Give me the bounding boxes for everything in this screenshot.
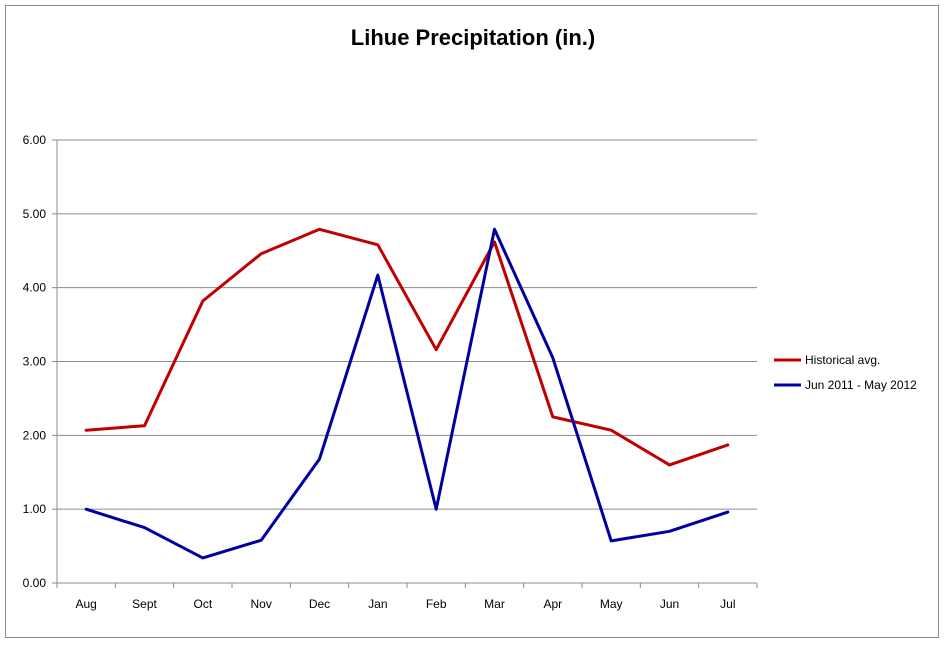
- y-tick-label: 2.00: [23, 428, 47, 442]
- chart-frame: [5, 5, 939, 638]
- axes: [52, 139, 758, 588]
- x-tick-label: Mar: [484, 597, 505, 611]
- series-lines: [84, 227, 730, 560]
- y-tick-label: 3.00: [23, 355, 47, 369]
- x-tick-label: May: [600, 597, 623, 611]
- y-tick-label: 6.00: [23, 133, 47, 147]
- y-tick-labels: 0.00 1.00 2.00 3.00 4.00 5.00 6.00: [23, 133, 47, 590]
- y-tick-label: 5.00: [23, 207, 47, 221]
- x-tick-label: Jan: [368, 597, 387, 611]
- series-line-2: [84, 227, 730, 560]
- legend-label: Historical avg.: [805, 353, 880, 367]
- x-tick-label: Jul: [720, 597, 735, 611]
- y-tick-label: 1.00: [23, 502, 47, 516]
- chart-title: Lihue Precipitation (in.): [351, 25, 595, 50]
- y-tick-label: 4.00: [23, 281, 47, 295]
- series-line-1: [84, 227, 730, 467]
- x-tick-label: Oct: [193, 597, 212, 611]
- x-tick-labels: Aug Sept Oct Nov Dec Jan Feb Mar Apr May Jun Jul: [75, 597, 735, 611]
- x-tick-label: Sept: [132, 597, 157, 611]
- x-tick-label: Apr: [543, 597, 562, 611]
- x-tick-label: Jun: [660, 597, 679, 611]
- legend-label: Jun 2011 - May 2012: [805, 378, 917, 392]
- legend: Historical avg. Jun 2011 - May 2012: [774, 353, 917, 392]
- x-tick-label: Aug: [75, 597, 96, 611]
- y-tick-label: 0.00: [23, 576, 47, 590]
- x-tick-label: Nov: [250, 597, 271, 611]
- x-tick-label: Dec: [309, 597, 330, 611]
- x-tick-label: Feb: [426, 597, 447, 611]
